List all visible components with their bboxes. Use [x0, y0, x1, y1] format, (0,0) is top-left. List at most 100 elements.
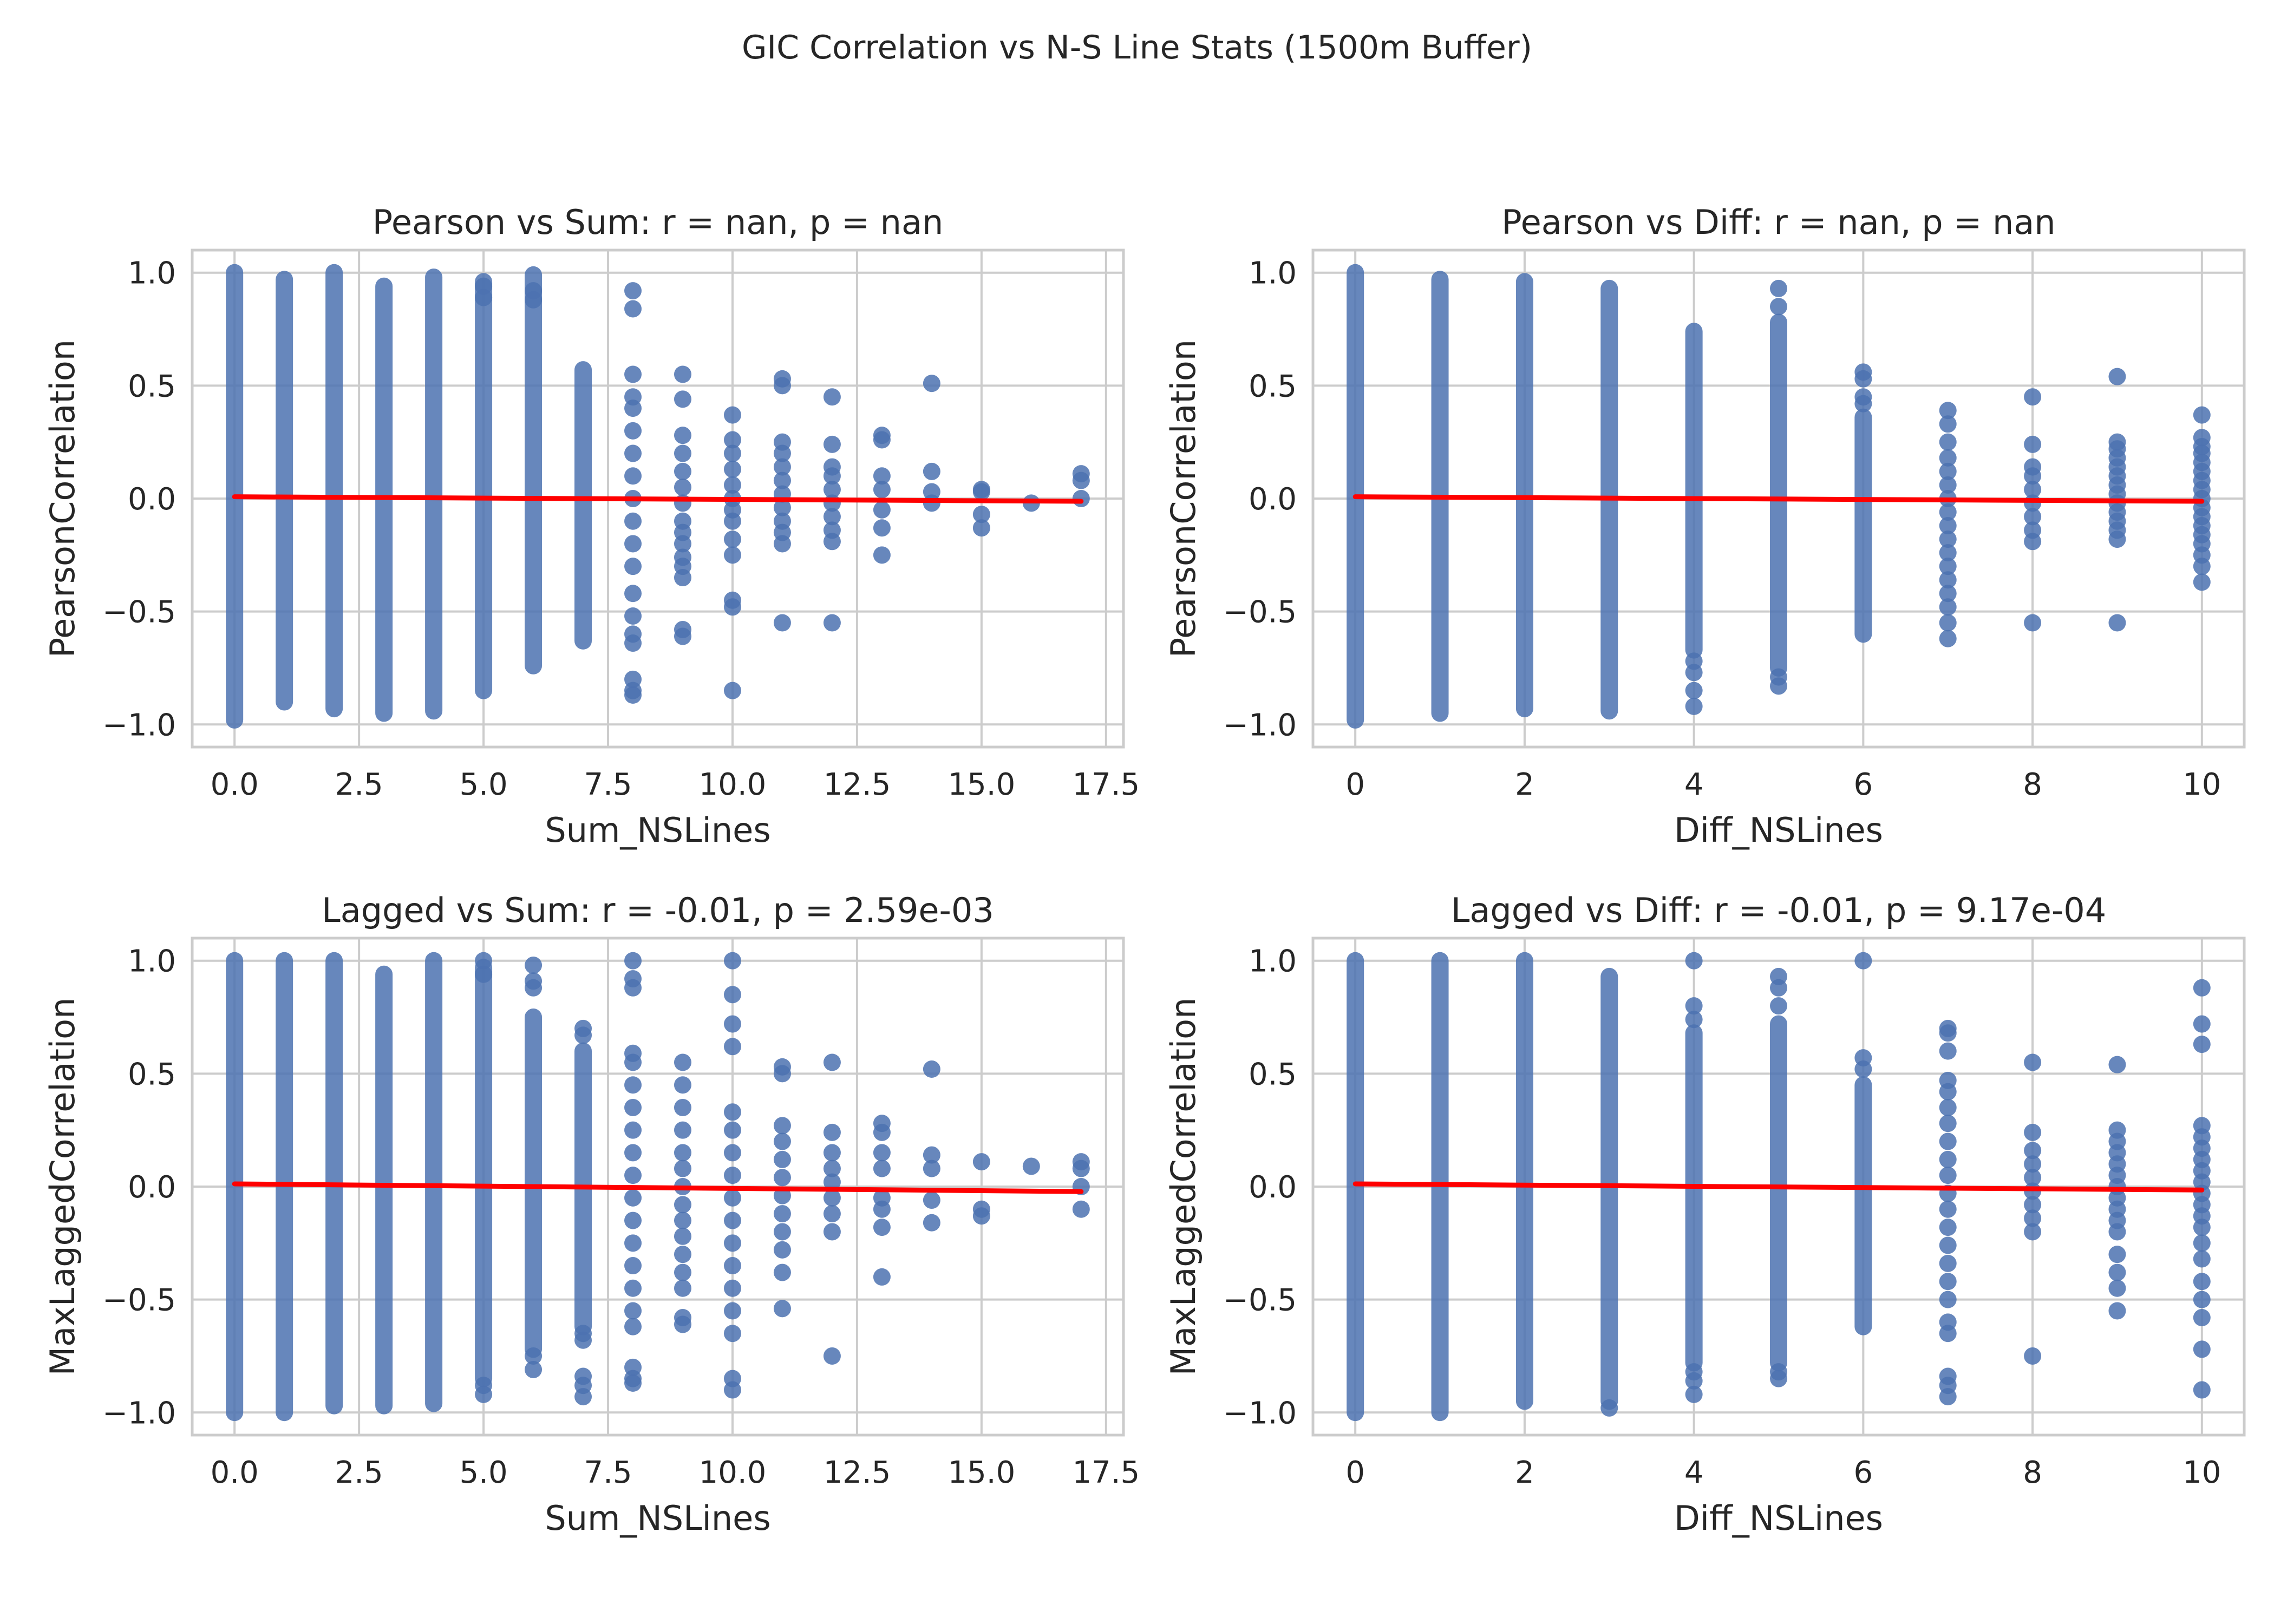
scatter-point [1939, 614, 1957, 632]
y-tick-label: −1.0 [102, 708, 176, 743]
y-tick-label: −1.0 [102, 1396, 176, 1431]
scatter-point [624, 585, 642, 603]
scatter-point [674, 569, 691, 587]
scatter-point [525, 1360, 543, 1378]
scatter-point [674, 627, 691, 645]
scatter-point [1939, 1254, 1957, 1272]
scatter-point [1685, 664, 1703, 682]
scatter-point [873, 1123, 891, 1141]
scatter-point [2024, 388, 2042, 406]
y-tick-label: −0.5 [102, 595, 176, 630]
scatter-point [475, 965, 493, 983]
scatter-point [624, 558, 642, 575]
scatter-point-column [226, 952, 244, 1422]
scatter-point [624, 467, 642, 485]
scatter-point [1770, 279, 1787, 297]
subplot-1: 0.0 2.5 5.0 7.5 10.0 12.5 15.0 17.5 −1.0 −0.5 0.0 0… [43, 202, 1140, 850]
scatter-point [1939, 1150, 1957, 1168]
scatter-point [2193, 1250, 2211, 1268]
axes-frame [191, 248, 1125, 749]
scatter-point [773, 472, 791, 489]
scatter-point [674, 365, 691, 383]
scatter-point [1600, 1399, 1618, 1417]
scatter-point [873, 519, 891, 537]
scatter-point [624, 1302, 642, 1320]
scatter-point [823, 467, 841, 485]
scatter-series [1347, 952, 2211, 1422]
scatter-point [723, 431, 741, 449]
scatter-point-column [475, 959, 493, 1387]
scatter-point [674, 1263, 691, 1281]
scatter-point [624, 952, 642, 970]
scatter-point [1939, 544, 1957, 562]
scatter-point [2024, 508, 2042, 526]
scatter-point [723, 476, 741, 494]
y-axis-label: MaxLaggedCorrelation [1164, 998, 1203, 1376]
scatter-point [923, 1060, 940, 1078]
scatter-point [1939, 415, 1957, 433]
scatter-point [773, 458, 791, 476]
y-tick-label: 0.0 [128, 1170, 176, 1205]
scatter-point [723, 1189, 741, 1207]
scatter-point [624, 979, 642, 997]
y-tick-label: 1.0 [1249, 256, 1297, 291]
scatter-point [823, 1223, 841, 1241]
scatter-point-column [1515, 952, 1533, 1410]
regression-line [232, 1181, 1084, 1194]
scatter-point [2024, 1053, 2042, 1071]
scatter-point [1072, 490, 1090, 507]
scatter-point [873, 1144, 891, 1162]
scatter-point [2193, 1291, 2211, 1308]
x-tick-label: 12.5 [824, 1455, 891, 1490]
scatter-point [1939, 531, 1957, 548]
scatter-series [226, 952, 1090, 1422]
scatter-point [773, 1065, 791, 1083]
scatter-point [723, 1212, 741, 1229]
y-tick-label: 0.5 [1249, 369, 1297, 404]
x-axis-label: Diff_NSLines [1674, 810, 1883, 850]
y-tick-label: −1.0 [1223, 708, 1297, 743]
scatter-point [1685, 1372, 1703, 1390]
y-tick-label: 1.0 [128, 944, 176, 979]
scatter-point-column [425, 952, 443, 1412]
scatter-point [1770, 997, 1787, 1015]
subplot-title: Pearson vs Diff: r = nan, p = nan [1501, 202, 2055, 242]
scatter-point [873, 467, 891, 485]
scatter-point [823, 435, 841, 453]
x-tick-label: 8 [2023, 1455, 2042, 1490]
x-tick-label: 17.5 [1072, 767, 1140, 802]
scatter-point [723, 1234, 741, 1252]
scatter-point [773, 1263, 791, 1281]
scatter-point [823, 508, 841, 526]
scatter-point [624, 1167, 642, 1184]
scatter-point [923, 494, 940, 512]
scatter-point [1939, 517, 1957, 535]
scatter-point [723, 1381, 741, 1399]
scatter-point [674, 1076, 691, 1094]
scatter-point [873, 1200, 891, 1218]
scatter-point [624, 535, 642, 553]
x-tick-label: 10.0 [699, 1455, 767, 1490]
figure-suptitle: GIC Correlation vs N-S Line Stats (1500m… [742, 29, 1532, 67]
scatter-point [923, 462, 940, 480]
scatter-point [823, 388, 841, 406]
scatter-point [674, 1227, 691, 1245]
y-tick-label: −0.5 [1223, 595, 1297, 630]
scatter-point [2193, 406, 2211, 424]
y-tick-label: 0.0 [1249, 1170, 1297, 1205]
scatter-point [624, 512, 642, 530]
x-axis-label: Sum_NSLines [545, 1498, 770, 1538]
scatter-point [2193, 1340, 2211, 1358]
scatter-point [2193, 1381, 2211, 1399]
scatter-point-column [325, 264, 343, 718]
scatter-point [923, 375, 940, 392]
axes-frame [1311, 248, 2246, 749]
scatter-point [1685, 1385, 1703, 1403]
x-tick-label: 4 [1684, 767, 1704, 802]
x-tick-label: 0.0 [211, 767, 259, 802]
scatter-point [1939, 585, 1957, 603]
scatter-point [2024, 1223, 2042, 1241]
y-tick-label: −1.0 [1223, 1396, 1297, 1431]
scatter-point-column [425, 269, 443, 720]
